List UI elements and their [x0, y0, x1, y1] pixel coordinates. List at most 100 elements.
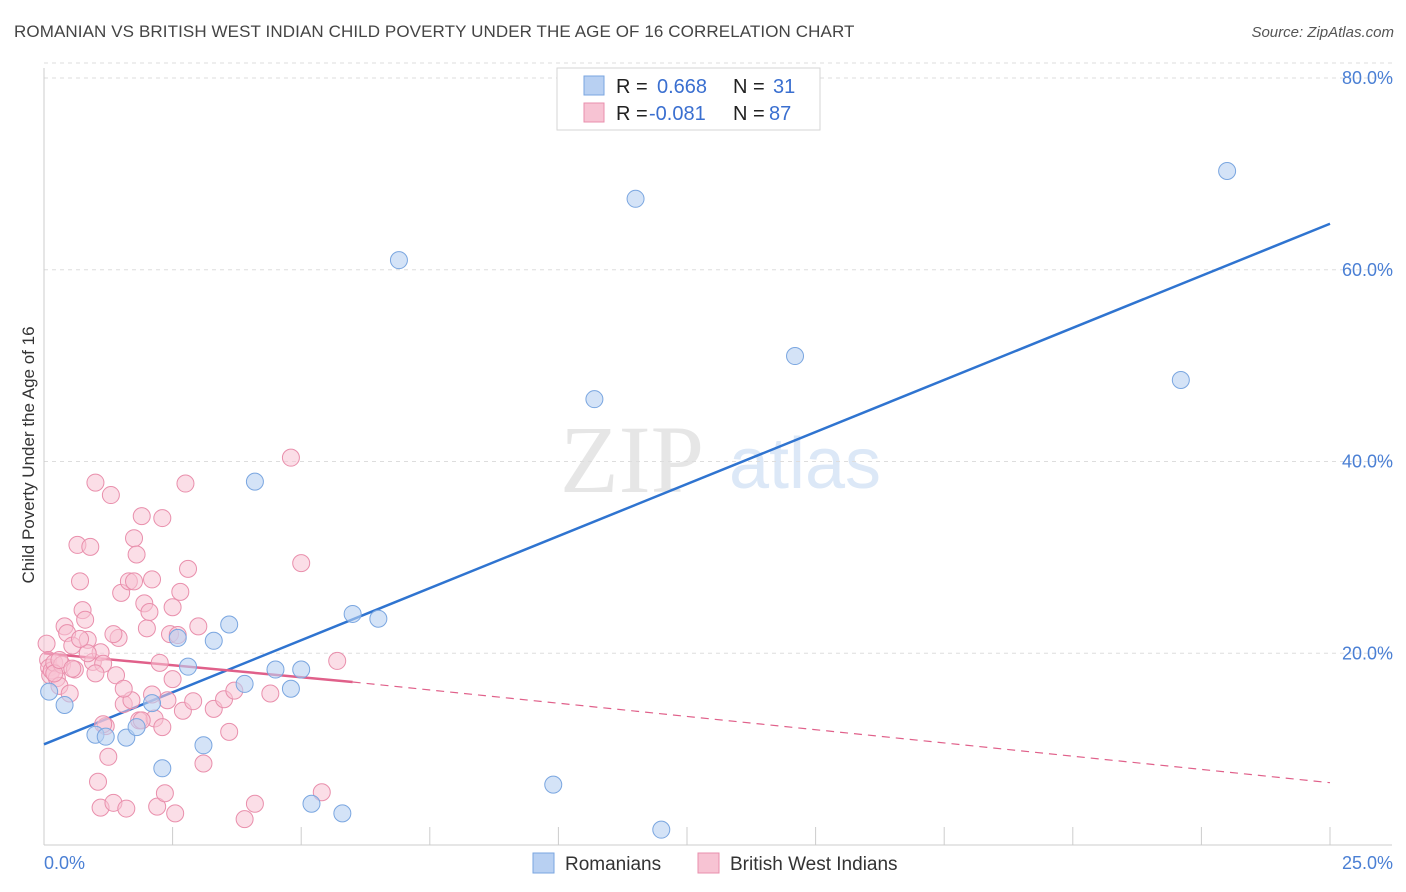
legend-n-label-2: N = [733, 103, 765, 125]
romanian-point [55, 696, 74, 715]
romanian-point [292, 660, 311, 679]
legend-swatch-romanians [583, 75, 605, 96]
romanian-point [302, 794, 321, 813]
romanian-point [266, 660, 285, 679]
bwi-point [125, 572, 144, 591]
data-points [37, 161, 1237, 839]
bwi-point [71, 572, 90, 591]
bwi-point [114, 679, 133, 698]
bottom-legend-romanians: Romanians [565, 854, 661, 875]
legend-swatch-bwi [583, 102, 605, 123]
romanian-point [143, 694, 162, 713]
bwi-point [137, 619, 156, 638]
romanian-point [389, 251, 408, 270]
bwi-point [189, 617, 208, 636]
bwi-point [125, 529, 144, 548]
y-axis-label: Child Poverty Under the Age of 16 [19, 326, 38, 583]
bottom-legend-bwi: British West Indians [730, 854, 898, 875]
legend-r-label-1: R = [616, 76, 648, 98]
bwi-point [86, 664, 105, 683]
romanian-point [153, 759, 172, 778]
romanian-point [168, 628, 187, 647]
source-label: Source: ZipAtlas.com [1251, 24, 1394, 41]
bwi-point [143, 570, 162, 589]
bwi-point [50, 650, 69, 669]
romanian-point [179, 657, 198, 676]
bwi-point [107, 666, 126, 685]
bwi-point [63, 659, 82, 678]
bwi-point [281, 448, 300, 467]
legend-r-value-1: 0.668 [657, 76, 707, 98]
bwi-point [127, 545, 146, 564]
tick-labels: 80.0% 60.0% 40.0% 20.0% 0.0% 25.0% [44, 68, 1393, 873]
chart-title: ROMANIAN VS BRITISH WEST INDIAN CHILD PO… [14, 22, 855, 41]
bwi-point [171, 582, 190, 601]
bwi-point [176, 474, 195, 493]
bwi-point [78, 644, 97, 663]
y-tick-label: 20.0% [1342, 643, 1393, 663]
bwi-point [155, 784, 174, 803]
bwi-point [150, 653, 169, 672]
bwi-trend-line-extrapolated [352, 681, 1331, 784]
romanian-point [343, 604, 362, 623]
romanian-point [786, 347, 805, 366]
bwi-point [140, 603, 159, 622]
bwi-point [101, 486, 120, 505]
romanian-point [220, 615, 239, 634]
legend-r-label-2: R = [616, 103, 648, 125]
bwi-point [104, 625, 123, 644]
y-tick-label: 80.0% [1342, 68, 1393, 88]
romanian-point [40, 682, 59, 701]
romanian-point [333, 804, 352, 823]
bwi-point [81, 537, 100, 556]
bwi-point [76, 610, 95, 629]
bwi-point [37, 634, 56, 653]
bwi-point [132, 507, 151, 526]
romanians-trend-line [43, 222, 1331, 746]
romanian-point [194, 736, 213, 755]
romanian-point [204, 631, 223, 650]
bwi-point [292, 554, 311, 573]
bwi-point [99, 747, 118, 766]
bwi-point [71, 629, 90, 648]
legend-n-label-1: N = [733, 76, 765, 98]
grid-lines [44, 62, 1392, 654]
bwi-point [163, 598, 182, 617]
bwi-point [328, 651, 347, 670]
bwi-point [117, 799, 136, 818]
bwi-point [194, 754, 213, 773]
romanian-point [235, 674, 254, 693]
bwi-point [153, 509, 172, 528]
bwi-point [166, 804, 185, 823]
romanian-point [626, 189, 645, 208]
romanian-point [281, 679, 300, 698]
bwi-point [89, 772, 108, 791]
y-tick-label: 40.0% [1342, 452, 1393, 472]
legend-r-value-2: -0.081 [649, 103, 706, 125]
series-legend: Romanians British West Indians [532, 852, 898, 875]
bwi-point [184, 692, 203, 711]
bwi-point [245, 794, 264, 813]
romanian-point [585, 390, 604, 409]
romanian-point [1218, 161, 1237, 180]
romanian-point [245, 472, 264, 491]
romanian-point [544, 775, 563, 794]
bottom-legend-swatch-bwi [697, 852, 720, 874]
x-tick-label-max: 25.0% [1342, 853, 1393, 873]
romanian-point [96, 727, 115, 746]
axes [43, 68, 1392, 846]
bwi-point [153, 718, 172, 737]
bottom-legend-swatch-romanians [532, 852, 555, 874]
x-tick-label-min: 0.0% [44, 853, 85, 873]
bwi-point [158, 691, 177, 710]
correlation-legend: R = 0.668 N = 31 R = -0.081 N = 87 [556, 67, 821, 131]
bwi-point [163, 670, 182, 689]
bwi-point [86, 473, 105, 492]
bwi-point [261, 684, 280, 703]
bwi-point [235, 810, 254, 829]
romanian-point [127, 718, 146, 737]
romanian-point [652, 820, 671, 839]
y-tick-label: 60.0% [1342, 260, 1393, 280]
legend-n-value-1: 31 [773, 76, 795, 98]
romanian-point [1171, 371, 1190, 390]
